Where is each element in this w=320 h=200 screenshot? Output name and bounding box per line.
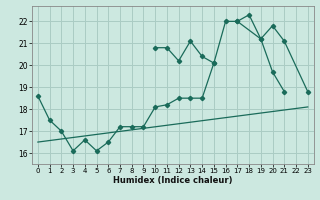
X-axis label: Humidex (Indice chaleur): Humidex (Indice chaleur): [113, 176, 233, 185]
